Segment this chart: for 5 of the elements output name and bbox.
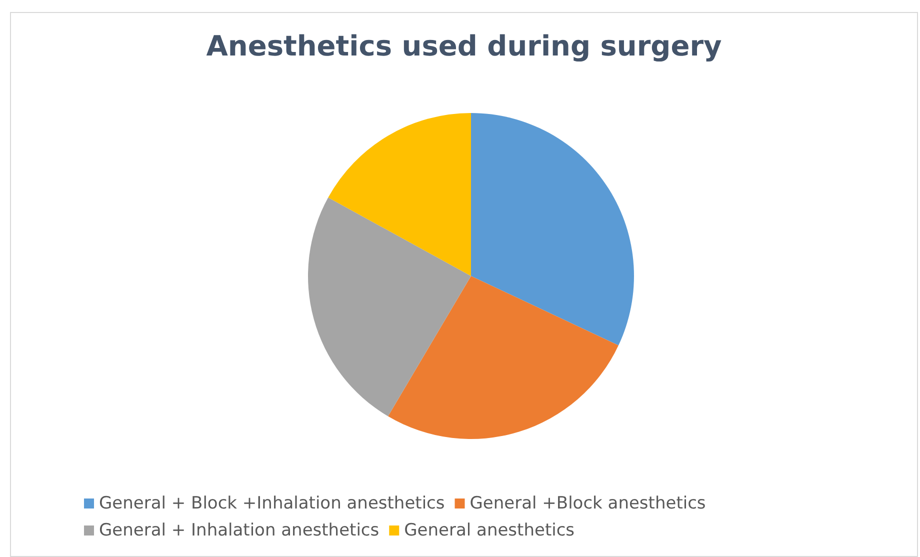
legend-label: General + Inhalation anesthetics: [99, 520, 380, 540]
legend-label: General anesthetics: [404, 520, 575, 540]
legend-label: General +Block anesthetics: [470, 494, 706, 514]
chart-title: Anesthetics used during surgery: [206, 30, 722, 62]
legend-label: General + Block +Inhalation anesthetics: [99, 494, 445, 514]
